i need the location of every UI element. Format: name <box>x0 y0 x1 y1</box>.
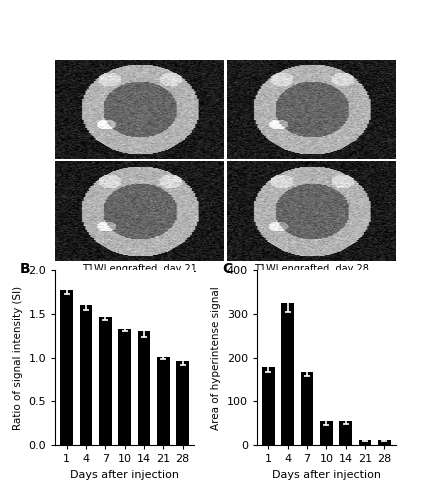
X-axis label: T1WI engrafted, day 21: T1WI engrafted, day 21 <box>82 264 197 274</box>
Text: C: C <box>222 262 232 276</box>
Y-axis label: Area of hyperintense signal: Area of hyperintense signal <box>211 286 221 430</box>
Bar <box>320 421 333 445</box>
Bar <box>378 440 391 445</box>
X-axis label: T1WI engrafted, day 10: T1WI engrafted, day 10 <box>82 162 197 172</box>
X-axis label: T1WI engrafted, day 28: T1WI engrafted, day 28 <box>254 264 369 274</box>
Bar <box>339 421 352 445</box>
Bar <box>176 361 189 445</box>
X-axis label: T1WI engrafted, day 14: T1WI engrafted, day 14 <box>254 162 369 172</box>
Bar <box>359 440 371 445</box>
Bar <box>282 303 294 445</box>
Bar <box>262 368 275 445</box>
Bar <box>80 305 92 445</box>
X-axis label: Days after injection: Days after injection <box>70 470 179 480</box>
Bar <box>157 357 169 445</box>
Bar <box>99 316 112 445</box>
Bar <box>138 330 150 445</box>
X-axis label: Days after injection: Days after injection <box>272 470 381 480</box>
Text: B: B <box>20 262 31 276</box>
Bar <box>60 290 73 445</box>
Y-axis label: Ratio of signal intensity (SI): Ratio of signal intensity (SI) <box>13 286 23 430</box>
Bar <box>301 372 313 445</box>
Bar <box>118 329 131 445</box>
